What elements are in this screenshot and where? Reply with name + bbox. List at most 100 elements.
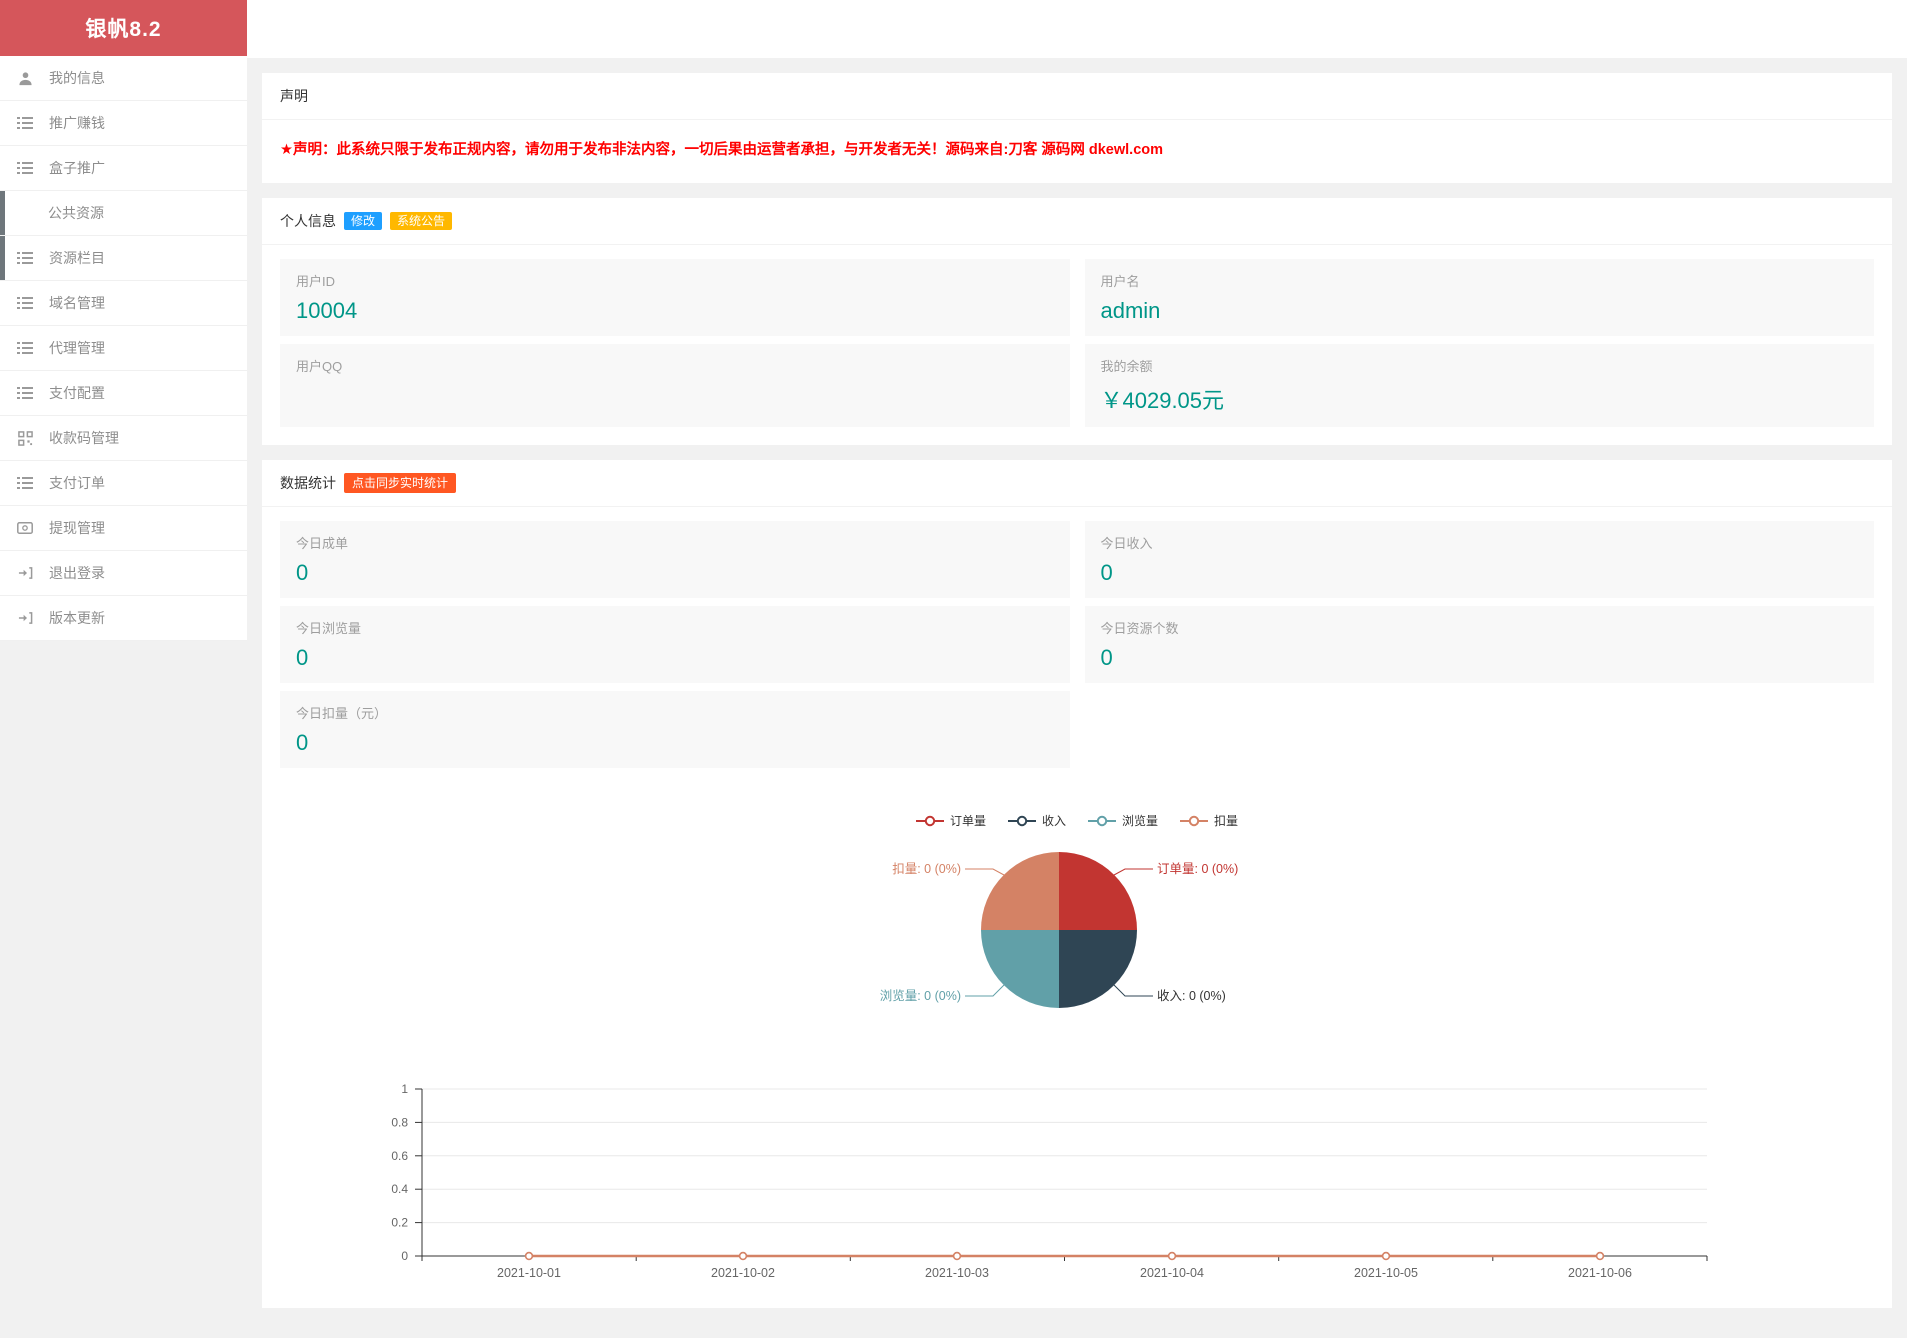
stat-label: 今日资源个数 [1101,618,1859,637]
data-point[interactable] [1597,1253,1604,1260]
x-tick-label: 2021-10-05 [1354,1266,1418,1280]
y-tick-label: 0.6 [391,1149,408,1163]
legend-label: 收入 [1042,812,1066,829]
sidebar-item-agent-mgmt[interactable]: 代理管理 [0,326,247,371]
x-tick-label: 2021-10-06 [1568,1266,1632,1280]
stat-value: 0 [296,560,1054,586]
pie-label-line [965,869,1004,875]
legend-item-orders[interactable]: 订单量 [916,812,986,829]
list-icon [16,385,34,401]
sidebar-item-promo-earn[interactable]: 推广赚钱 [0,101,247,146]
stat-card-income-today: 今日收入 0 [1085,521,1875,598]
sidebar-item-label: 提现管理 [49,518,105,538]
data-point[interactable] [954,1253,961,1260]
sidebar-item-resource-columns[interactable]: 资源栏目 [0,236,247,281]
sidebar-item-logout[interactable]: 退出登录 [0,551,247,596]
sidebar-item-label: 资源栏目 [49,248,105,268]
sidebar-item-version-update[interactable]: 版本更新 [0,596,247,641]
sidebar-item-label: 支付订单 [49,473,105,493]
x-tick-label: 2021-10-03 [925,1266,989,1280]
sidebar-item-label: 支付配置 [49,383,105,403]
legend-marker-icon [1180,815,1208,827]
profile-field-qq: 用户QQ [280,344,1070,427]
list-icon [16,250,34,266]
pie-label-views: 浏览量: 0 (0%) [880,988,961,1003]
sidebar-item-payment-config[interactable]: 支付配置 [0,371,247,416]
top-bar [247,0,1907,58]
data-point[interactable] [740,1253,747,1260]
system-announcement-badge-button[interactable]: 系统公告 [390,212,452,230]
stat-value: 0 [296,645,1054,671]
y-tick-label: 0.4 [391,1182,408,1196]
stats-cards: 今日成单 0 今日收入 0 今日浏览量 0 今日资源个数 0 今日扣量（元） [262,507,1892,786]
panel-title: 声明 [280,86,308,106]
qr-icon [16,430,34,446]
profile-field-username: 用户名 admin [1085,259,1875,336]
stats-panel: 数据统计 点击同步实时统计 今日成单 0 今日收入 0 今日浏览量 0 今日资源… [262,460,1892,1308]
field-label: 用户QQ [296,356,1054,375]
stat-value: 0 [1101,560,1859,586]
legend-item-deduction[interactable]: 扣量 [1180,812,1238,829]
sidebar-item-public-resources[interactable]: 公共资源 [0,191,247,236]
stat-label: 今日成单 [296,533,1054,552]
legend-marker-icon [916,815,944,827]
data-point[interactable] [526,1253,533,1260]
app-logo: 银帆8.2 [0,0,247,56]
sync-stats-button[interactable]: 点击同步实时统计 [344,473,456,493]
field-label: 用户ID [296,271,1054,290]
sidebar-item-label: 公共资源 [48,203,104,223]
legend-item-income[interactable]: 收入 [1008,812,1066,829]
edit-badge-button[interactable]: 修改 [344,212,382,230]
sidebar-item-box-promo[interactable]: 盒子推广 [0,146,247,191]
list-icon [16,160,34,176]
pie-label-orders: 订单量: 0 (0%) [1157,862,1238,876]
profile-panel: 个人信息 修改 系统公告 用户ID 10004 用户名 admin 用户QQ [262,198,1892,445]
data-point[interactable] [1169,1253,1176,1260]
legend-label: 订单量 [950,812,986,829]
chart-legend: 订单量 收入 浏览量 扣量 [262,812,1892,829]
pie-slice-deduction[interactable] [981,852,1059,930]
data-point[interactable] [1383,1253,1390,1260]
declaration-panel-header: 声明 [262,73,1892,120]
sidebar-item-label: 收款码管理 [49,428,119,448]
list-icon [16,295,34,311]
sidebar-item-label: 盒子推广 [49,158,105,178]
field-value: ￥4029.05元 [1101,383,1859,415]
signout-icon [16,610,34,626]
x-tick-label: 2021-10-01 [497,1266,561,1280]
sidebar-item-label: 版本更新 [49,608,105,628]
line-chart-svg: 1 0.8 0.6 0.4 0.2 0 2021-10-01 2021-10-0… [262,1065,1856,1293]
sidebar-item-label: 退出登录 [49,563,105,583]
stat-card-empty [1085,691,1875,768]
stat-value: 0 [296,730,1054,756]
legend-marker-icon [1008,815,1036,827]
sidebar: 银帆8.2 我的信息 推广赚钱 盒子推广 公共资源 资源栏目 域名管理 [0,0,247,641]
banknote-icon [16,520,34,536]
field-label: 我的余额 [1101,356,1859,375]
pie-chart-svg: 扣量: 0 (0%) 订单量: 0 (0%) 浏览量: 0 (0%) 收入: 0… [262,839,1856,1024]
y-tick-label: 0.2 [391,1216,408,1230]
stats-panel-header: 数据统计 点击同步实时统计 [262,460,1892,507]
pie-chart: 扣量: 0 (0%) 订单量: 0 (0%) 浏览量: 0 (0%) 收入: 0… [262,839,1892,1029]
pie-label-deduction: 扣量: 0 (0%) [892,862,961,876]
field-value: 10004 [296,298,1054,324]
sidebar-item-domain-mgmt[interactable]: 域名管理 [0,281,247,326]
legend-label: 扣量 [1214,812,1238,829]
profile-panel-header: 个人信息 修改 系统公告 [262,198,1892,245]
profile-field-balance: 我的余额 ￥4029.05元 [1085,344,1875,427]
y-tick-label: 1 [401,1082,408,1096]
sidebar-item-withdraw-mgmt[interactable]: 提现管理 [0,506,247,551]
legend-item-views[interactable]: 浏览量 [1088,812,1158,829]
sidebar-item-label: 推广赚钱 [49,113,105,133]
pie-slice-orders[interactable] [1059,852,1137,930]
stat-label: 今日浏览量 [296,618,1054,637]
pie-label-line [1114,869,1153,875]
sidebar-item-payment-orders[interactable]: 支付订单 [0,461,247,506]
sidebar-item-my-info[interactable]: 我的信息 [0,56,247,101]
x-tick-label: 2021-10-02 [711,1266,775,1280]
stat-value: 0 [1101,645,1859,671]
sidebar-item-label: 域名管理 [49,293,105,313]
active-indicator [0,191,5,235]
sidebar-item-qrcode-mgmt[interactable]: 收款码管理 [0,416,247,461]
sidebar-item-label: 代理管理 [49,338,105,358]
